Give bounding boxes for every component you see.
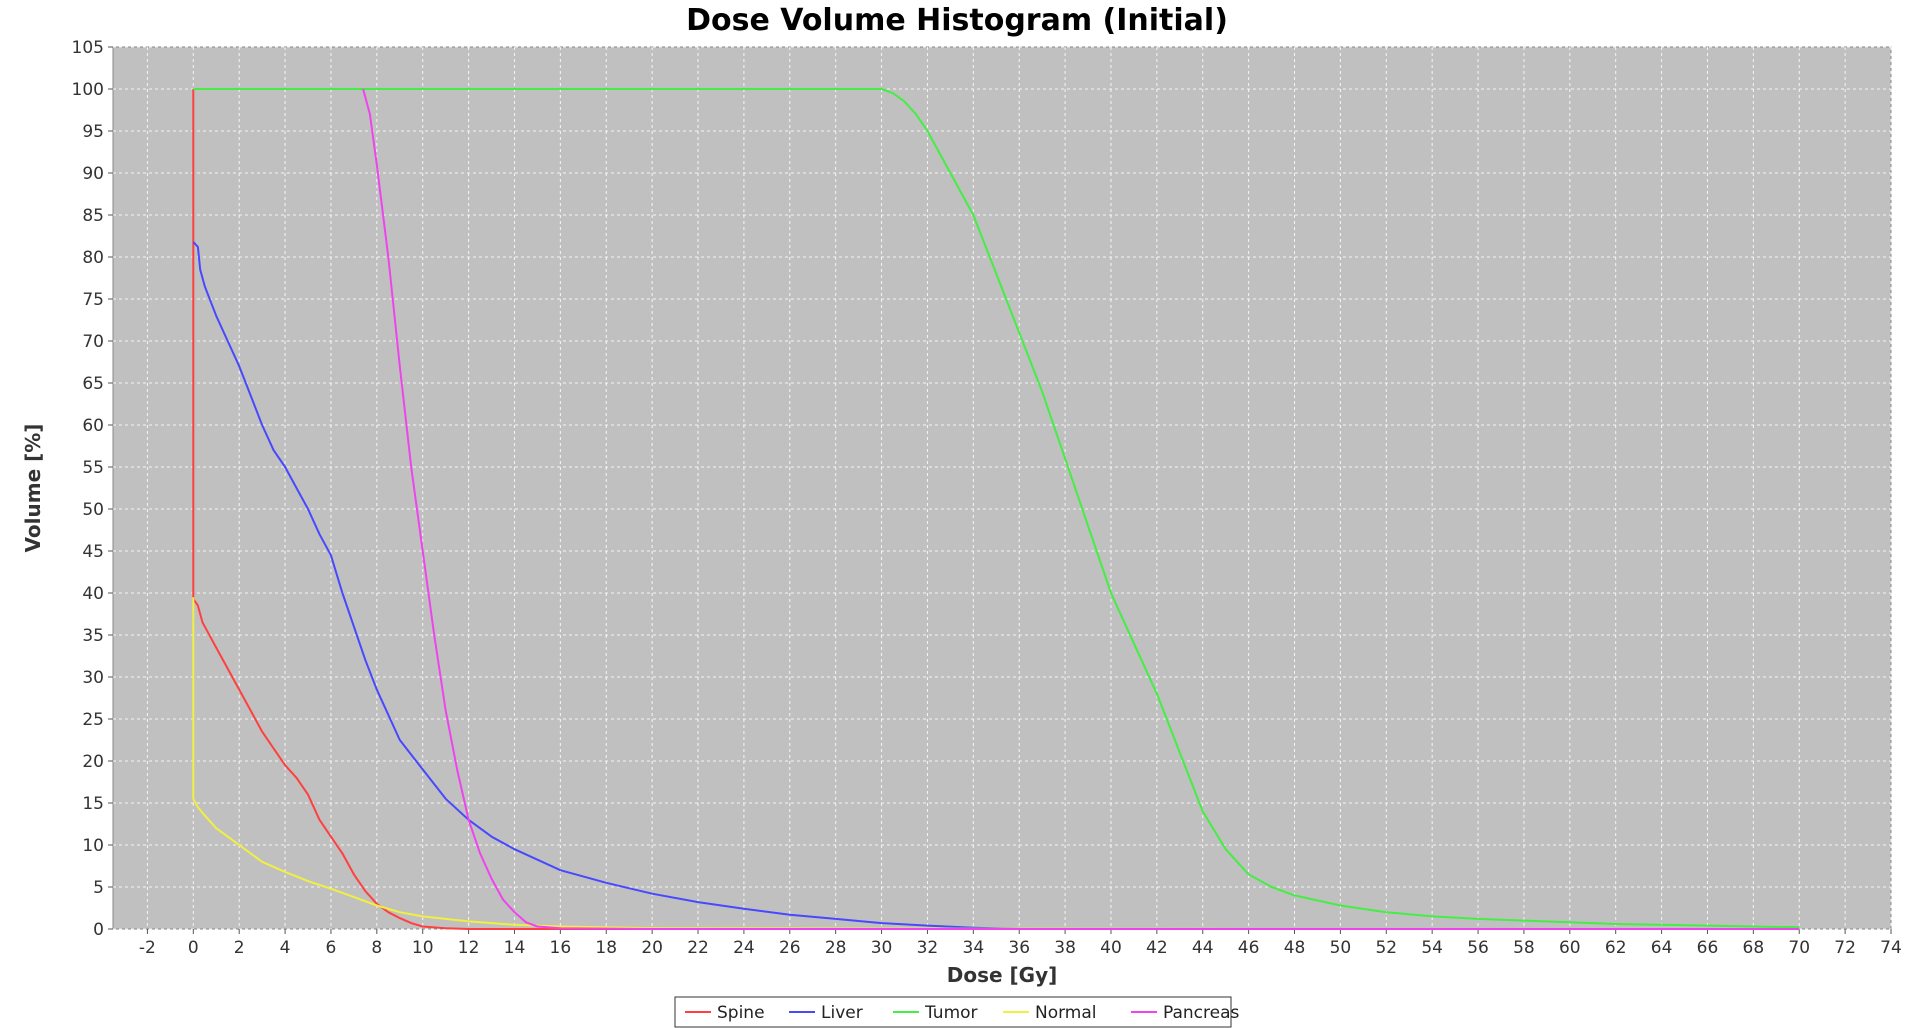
x-tick-label: 12 xyxy=(458,938,480,958)
y-tick-label: 40 xyxy=(82,584,104,604)
legend-label: Spine xyxy=(717,1003,765,1023)
x-tick-label: 22 xyxy=(687,938,709,958)
x-tick-label: 34 xyxy=(963,938,985,958)
legend-label: Tumor xyxy=(924,1003,978,1023)
x-tick-label: 58 xyxy=(1513,938,1535,958)
x-tick-label: 70 xyxy=(1788,938,1810,958)
x-tick-label: 8 xyxy=(371,938,382,958)
x-tick-label: 52 xyxy=(1375,938,1397,958)
y-tick-label: 100 xyxy=(72,80,104,100)
y-tick-label: 75 xyxy=(82,290,104,310)
x-tick-label: 38 xyxy=(1054,938,1076,958)
legend-item-liver: Liver xyxy=(789,1003,863,1023)
legend-item-normal: Normal xyxy=(1003,1003,1097,1023)
x-tick-label: 36 xyxy=(1008,938,1030,958)
x-tick-label: 10 xyxy=(412,938,434,958)
x-tick-label: 40 xyxy=(1100,938,1122,958)
legend-box xyxy=(674,996,1232,1028)
x-tick-label: 72 xyxy=(1834,938,1856,958)
y-tick-label: 105 xyxy=(72,38,104,58)
y-tick-label: 35 xyxy=(82,626,104,646)
x-tick-label: 6 xyxy=(326,938,337,958)
x-tick-label: 14 xyxy=(504,938,526,958)
y-axis-ticks: 0 5 10 15 20 25 30 35 40 45 50 55 60 65 70 75 80 85 90 95 10… xyxy=(72,38,113,940)
x-tick-label: 20 xyxy=(641,938,663,958)
legend-label: Normal xyxy=(1035,1003,1097,1023)
y-tick-label: 80 xyxy=(82,248,104,268)
y-tick-label: 65 xyxy=(82,374,104,394)
x-tick-label: 66 xyxy=(1697,938,1719,958)
legend: Spine Liver Tumor Normal Pancreas xyxy=(674,996,1240,1028)
x-tick-label: 48 xyxy=(1284,938,1306,958)
x-tick-label: 62 xyxy=(1605,938,1627,958)
y-tick-label: 5 xyxy=(93,878,104,898)
y-tick-label: 30 xyxy=(82,668,104,688)
x-tick-label: 50 xyxy=(1330,938,1352,958)
grid-lines xyxy=(113,46,1892,930)
x-tick-label: 24 xyxy=(733,938,755,958)
chart-title: Dose Volume Histogram (Initial) xyxy=(686,3,1228,38)
y-tick-label: 15 xyxy=(82,794,104,814)
y-tick-label: 95 xyxy=(82,122,104,142)
x-tick-label: 68 xyxy=(1743,938,1765,958)
x-axis-label: Dose [Gy] xyxy=(947,963,1058,987)
series-line-pancreas xyxy=(362,88,1800,930)
x-tick-label: 64 xyxy=(1651,938,1673,958)
y-tick-label: 10 xyxy=(82,836,104,856)
x-tick-label: 60 xyxy=(1559,938,1581,958)
x-tick-label: 0 xyxy=(188,938,199,958)
series-lines xyxy=(192,88,1800,930)
x-tick-label: -2 xyxy=(139,938,156,958)
x-tick-label: 46 xyxy=(1238,938,1260,958)
plot-area xyxy=(112,46,1892,930)
x-tick-label: 42 xyxy=(1146,938,1168,958)
series-line-spine xyxy=(192,89,1800,930)
series-line-tumor xyxy=(193,88,1800,929)
y-tick-label: 0 xyxy=(93,920,104,940)
y-tick-label: 50 xyxy=(82,500,104,520)
x-tick-label: 32 xyxy=(917,938,939,958)
x-axis-ticks: -2 0 2 4 6 8 10 12 14 16 18 20 22 24 26 28 30 32 34 36 38 40 4… xyxy=(139,929,1902,958)
legend-item-spine: Spine xyxy=(685,1003,765,1023)
y-tick-label: 20 xyxy=(82,752,104,772)
y-tick-label: 45 xyxy=(82,542,104,562)
x-tick-label: 28 xyxy=(825,938,847,958)
x-tick-label: 54 xyxy=(1421,938,1443,958)
y-tick-label: 60 xyxy=(82,416,104,436)
legend-item-pancreas: Pancreas xyxy=(1131,1003,1240,1023)
x-tick-label: 56 xyxy=(1467,938,1489,958)
y-tick-label: 55 xyxy=(82,458,104,478)
y-tick-label: 90 xyxy=(82,164,104,184)
y-tick-label: 70 xyxy=(82,332,104,352)
legend-label: Pancreas xyxy=(1163,1003,1240,1023)
legend-item-tumor: Tumor xyxy=(893,1003,978,1023)
x-tick-label: 30 xyxy=(871,938,893,958)
y-tick-label: 25 xyxy=(82,710,104,730)
y-tick-label: 85 xyxy=(82,206,104,226)
x-tick-label: 74 xyxy=(1880,938,1902,958)
legend-label: Liver xyxy=(821,1003,863,1023)
x-tick-label: 44 xyxy=(1192,938,1214,958)
x-tick-label: 18 xyxy=(595,938,617,958)
x-tick-label: 4 xyxy=(280,938,291,958)
x-tick-label: 2 xyxy=(234,938,245,958)
x-tick-label: 16 xyxy=(550,938,572,958)
series-line-liver xyxy=(192,241,1800,930)
x-tick-label: 26 xyxy=(779,938,801,958)
series-line-normal xyxy=(192,597,1800,930)
y-axis-label: Volume [%] xyxy=(21,424,45,553)
